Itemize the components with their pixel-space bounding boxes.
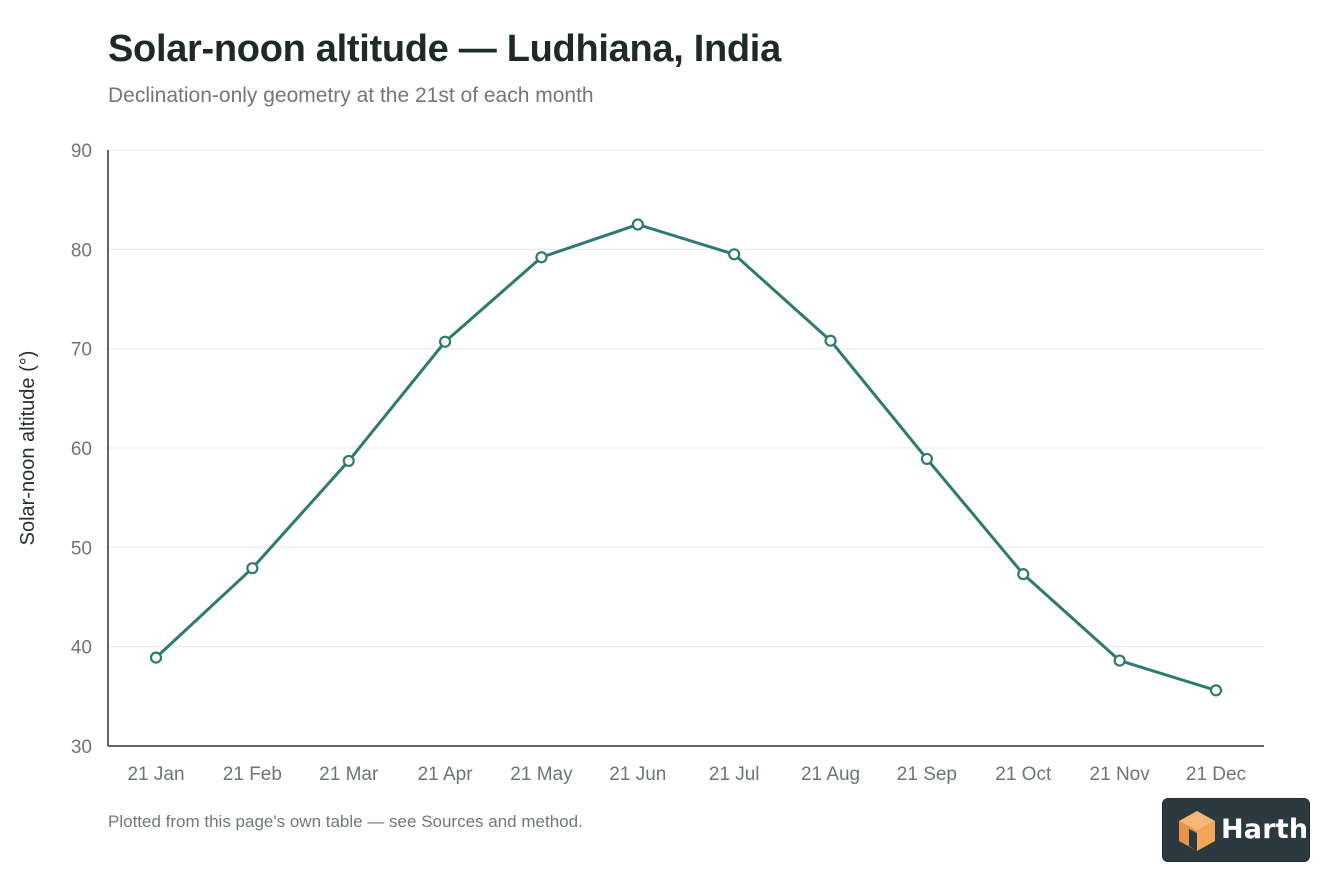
y-axis-title: Solar-noon altitude (°) bbox=[17, 351, 39, 546]
x-tick-label: 21 Sep bbox=[897, 764, 957, 785]
footnote: Plotted from this page's own table — see… bbox=[108, 812, 583, 831]
data-point[interactable] bbox=[631, 218, 644, 231]
data-point[interactable] bbox=[728, 248, 741, 261]
data-point[interactable] bbox=[438, 335, 452, 348]
y-tick-label: 50 bbox=[71, 538, 92, 559]
x-tick-label: 21 Jul bbox=[709, 764, 760, 785]
x-tick-label: 21 Jun bbox=[609, 764, 666, 785]
data-point[interactable] bbox=[1209, 684, 1223, 697]
x-tick-labels: 21 Jan 21 Feb 21 Mar 21 Apr 21 May 21 Jun 21 J… bbox=[127, 764, 1246, 785]
axes bbox=[107, 150, 1264, 747]
x-tick-label: 21 Apr bbox=[418, 764, 474, 785]
series-line bbox=[154, 223, 1218, 692]
data-point[interactable] bbox=[246, 562, 259, 575]
y-tick-label: 30 bbox=[71, 737, 92, 758]
x-tick-label: 21 May bbox=[510, 764, 573, 785]
y-tick-label: 60 bbox=[71, 439, 92, 460]
data-point[interactable] bbox=[535, 251, 548, 264]
x-tick-label: 21 Jan bbox=[127, 764, 184, 785]
gridlines bbox=[108, 149, 1264, 648]
data-point[interactable] bbox=[1113, 654, 1126, 667]
y-tick-label: 70 bbox=[71, 340, 92, 361]
x-tick-label: 21 Feb bbox=[223, 764, 282, 785]
y-tick-labels: 30 40 50 60 70 80 90 bbox=[71, 141, 92, 758]
data-point[interactable] bbox=[342, 454, 355, 468]
y-tick-label: 80 bbox=[71, 240, 92, 261]
brand-badge[interactable]: Harth bbox=[1162, 798, 1310, 862]
x-tick-label: 21 Dec bbox=[1186, 764, 1246, 785]
cube-logo-icon bbox=[1177, 809, 1217, 858]
series-layer bbox=[149, 218, 1223, 697]
x-tick-label: 21 Mar bbox=[319, 764, 379, 785]
x-tick-label: 21 Oct bbox=[995, 764, 1052, 785]
brand-name: Harth bbox=[1221, 814, 1309, 845]
data-point[interactable] bbox=[149, 651, 163, 664]
y-tick-label: 40 bbox=[71, 638, 92, 659]
x-tick-label: 21 Nov bbox=[1090, 764, 1151, 785]
x-tick-label: 21 Aug bbox=[801, 764, 860, 785]
chart-subtitle: Declination-only geometry at the 21st of… bbox=[108, 84, 594, 107]
data-point[interactable] bbox=[920, 452, 934, 466]
data-point[interactable] bbox=[824, 334, 837, 347]
data-point[interactable] bbox=[1017, 568, 1030, 581]
y-tick-label: 90 bbox=[71, 141, 92, 162]
chart-title: Solar-noon altitude — Ludhiana, India bbox=[108, 28, 781, 70]
